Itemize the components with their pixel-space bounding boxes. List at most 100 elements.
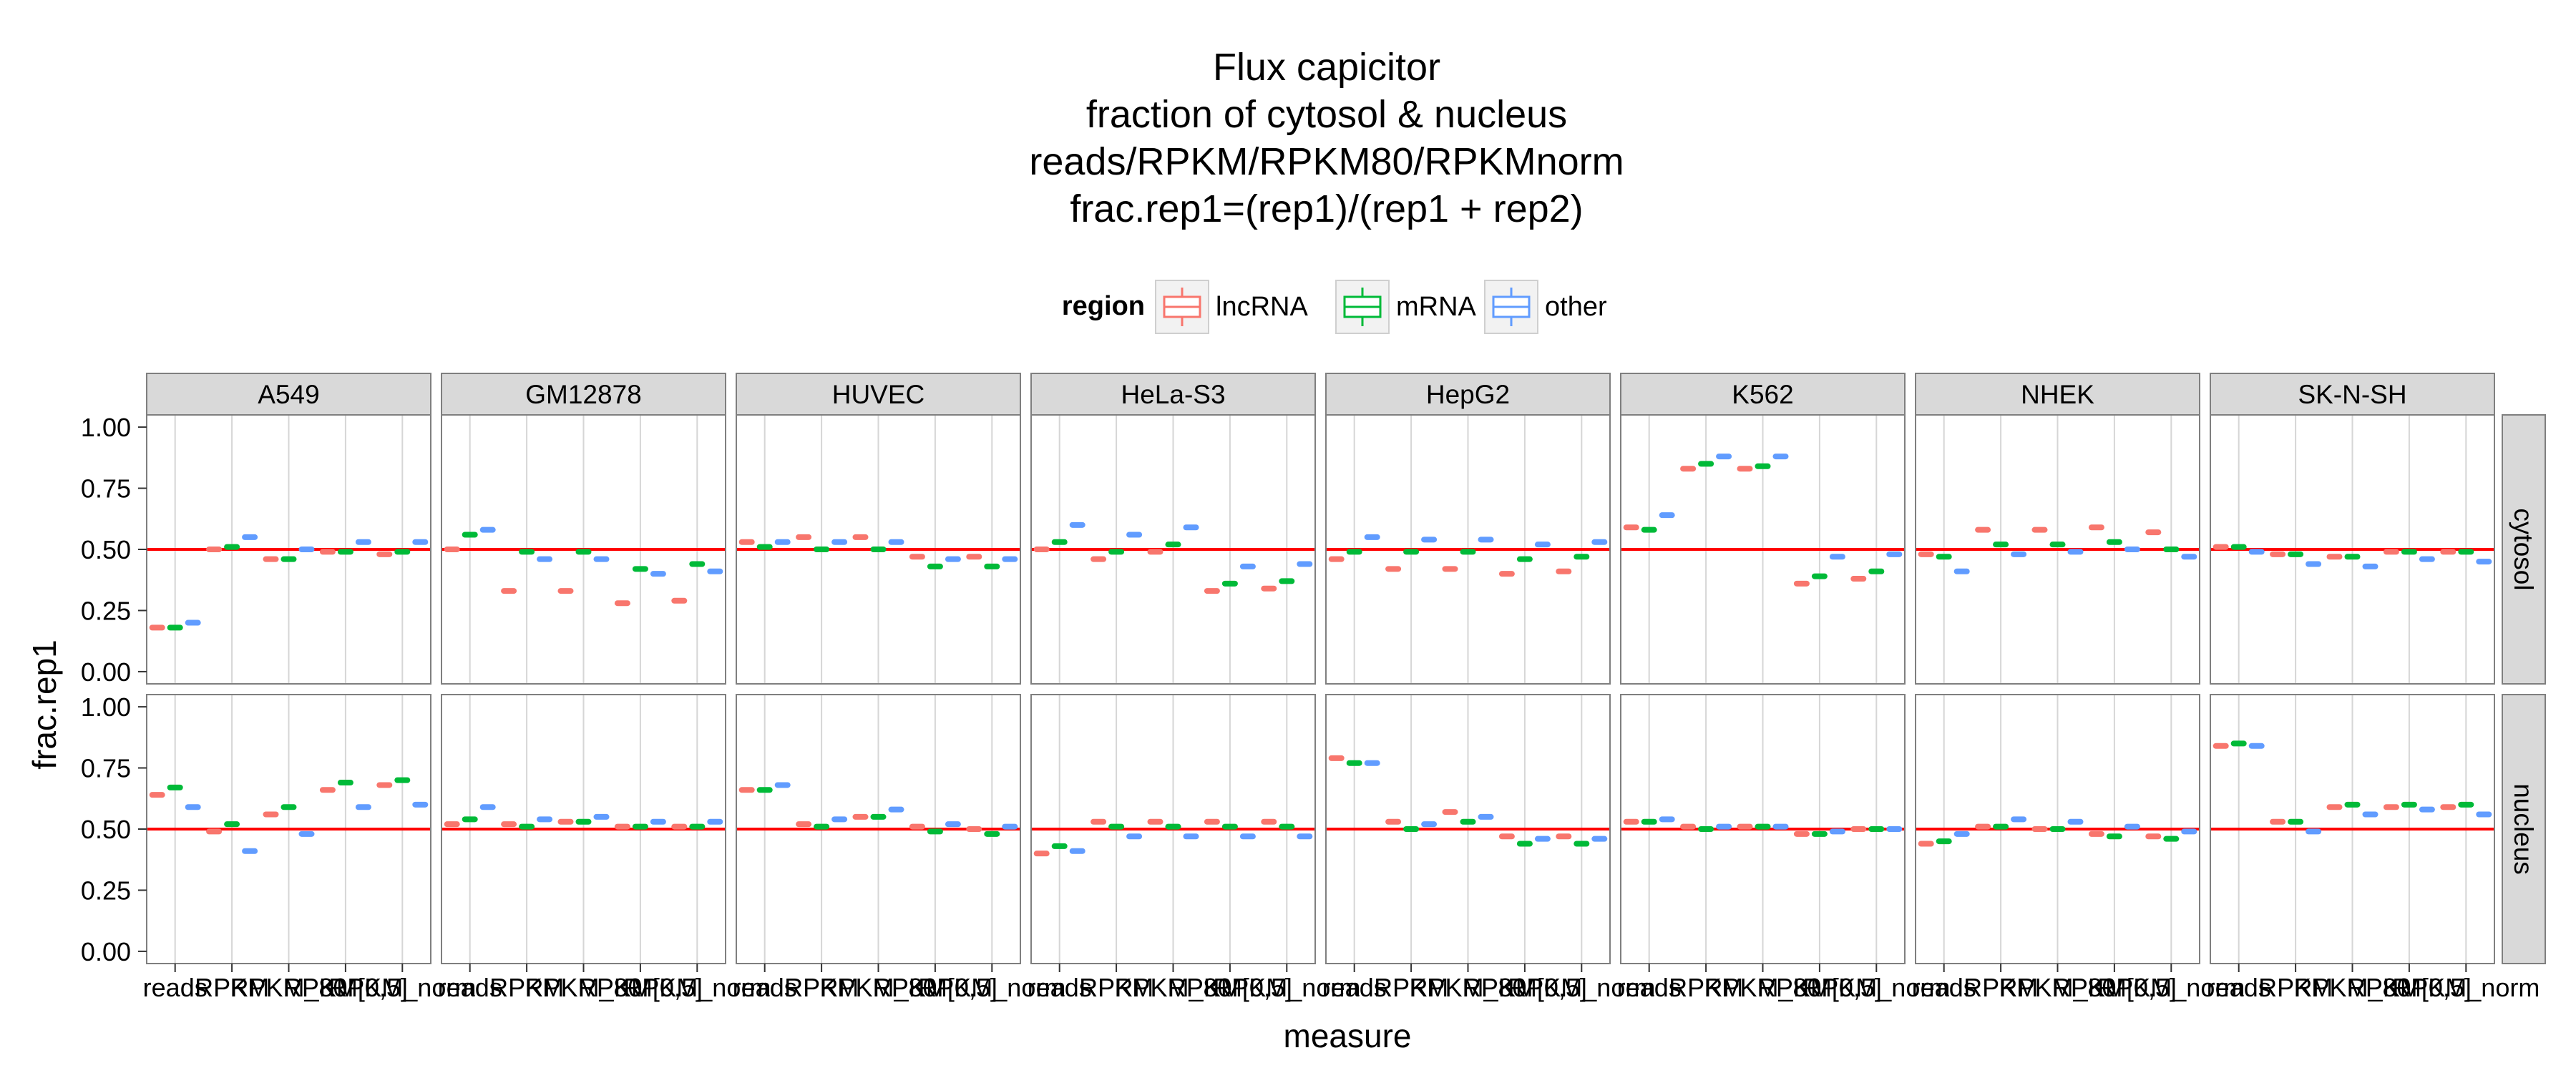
box-other-rpkm — [2011, 551, 2027, 557]
box-lncrna-rpkm-norm — [1850, 826, 1867, 832]
facet-strip-label: GM12878 — [525, 380, 642, 409]
box-mrna-rpkm-80 — [1165, 542, 1181, 548]
box-mrna-rpkm — [519, 823, 535, 830]
box-mrna-reads — [462, 531, 478, 538]
box-other-rpkm — [1716, 454, 1732, 460]
box-lncrna-rpkm-0-5- — [1204, 588, 1220, 594]
box-mrna-rpkm-norm — [2163, 547, 2180, 552]
box-mrna-reads — [1346, 549, 1362, 555]
box-other-rpkm-80 — [1772, 454, 1789, 460]
box-other-reads — [1069, 848, 1085, 854]
box-lncrna-rpkm-80 — [1147, 549, 1163, 555]
box-lncrna-reads — [1918, 551, 1934, 557]
box-other-rpkm-0-5- — [945, 556, 961, 562]
panel-border — [1915, 414, 2200, 685]
box-other-reads — [1953, 831, 1970, 837]
box-mrna-rpkm-norm — [984, 563, 1000, 569]
box-lncrna-rpkm-80 — [2326, 554, 2343, 560]
box-other-rpkm-0-5- — [355, 804, 371, 810]
box-lncrna-rpkm-0-5- — [1793, 831, 1810, 837]
box-other-rpkm — [1421, 821, 1438, 828]
box-other-rpkm-80 — [593, 556, 610, 562]
box-lncrna-rpkm-norm — [376, 782, 393, 788]
box-lncrna-rpkm-0-5- — [909, 823, 925, 830]
box-mrna-rpkm-0-5- — [1516, 841, 1533, 847]
box-mrna-rpkm-80 — [1755, 823, 1771, 830]
facet-strip-huvec: HUVEC — [736, 373, 1021, 416]
box-mrna-rpkm-80 — [1460, 549, 1476, 555]
box-other-rpkm-norm — [2476, 559, 2492, 565]
x-tick-label: RPKM_norm — [2097, 973, 2245, 1002]
box-lncrna-rpkm — [1091, 556, 1107, 562]
x-tick-label: RPKM_80 — [1409, 973, 1526, 1002]
box-mrna-rpkm-0-5- — [927, 563, 943, 569]
box-other-rpkm — [2306, 561, 2322, 567]
x-tick-label: RPKM_80 — [525, 973, 642, 1002]
y-tick-label: 0.25 — [81, 596, 131, 625]
panel-border — [2210, 414, 2495, 685]
x-tick-label: reads — [2207, 973, 2271, 1002]
box-mrna-rpkm-80 — [2049, 542, 2066, 548]
box-lncrna-rpkm-norm — [1556, 568, 1572, 574]
facet-strip-label: NHEK — [2021, 380, 2094, 409]
box-other-rpkm-0-5- — [2419, 806, 2435, 813]
facet-strip-label: HUVEC — [832, 380, 925, 409]
box-mrna-rpkm — [814, 547, 830, 552]
box-other-rpkm-0-5- — [1239, 833, 1256, 840]
box-lncrna-rpkm — [1385, 818, 1402, 825]
x-tick-label: reads — [1912, 973, 1976, 1002]
box-mrna-rpkm-norm — [2163, 836, 2180, 842]
box-mrna-rpkm-0-5- — [2401, 801, 2417, 808]
box-other-rpkm-norm — [1002, 556, 1018, 562]
box-other-rpkm-norm — [412, 539, 429, 545]
box-lncrna-rpkm-norm — [1850, 576, 1867, 582]
y-tick-label: 0.50 — [81, 815, 131, 844]
box-mrna-reads — [462, 816, 478, 823]
panel-border — [1325, 414, 1611, 685]
box-lncrna-rpkm-0-5- — [2383, 804, 2399, 810]
box-other-rpkm-norm — [2181, 828, 2197, 835]
box-other-rpkm-80 — [2362, 563, 2379, 569]
box-other-reads — [1069, 521, 1085, 528]
panel-cytosol-nhek — [1915, 414, 2200, 685]
box-lncrna-rpkm-norm — [1261, 585, 1277, 592]
box-mrna-rpkm-norm — [2458, 801, 2474, 808]
x-tick-label: RPKM — [1374, 973, 1448, 1002]
x-tick-label: reads — [438, 973, 502, 1002]
box-lncrna-rpkm-80 — [2031, 526, 2048, 533]
box-mrna-reads — [1051, 539, 1068, 545]
facet-strip-background — [2210, 373, 2495, 416]
box-lncrna-rpkm-0-5- — [909, 554, 925, 560]
box-other-rpkm-0-5- — [1534, 542, 1551, 548]
box-mrna-rpkm — [1403, 549, 1420, 555]
box-other-rpkm-norm — [412, 801, 429, 808]
y-tick-label: 0.75 — [81, 474, 131, 504]
box-lncrna-rpkm-norm — [2440, 549, 2457, 555]
box-lncrna-rpkm-80 — [557, 588, 574, 594]
box-lncrna-rpkm-0-5- — [614, 600, 630, 607]
box-mrna-rpkm-norm — [1574, 554, 1590, 560]
panel-cytosol-gm12878 — [441, 414, 726, 685]
y-tick-label: 0.75 — [81, 754, 131, 783]
box-mrna-rpkm-0-5- — [1221, 580, 1238, 587]
box-lncrna-reads — [444, 547, 460, 552]
box-mrna-rpkm-80 — [870, 547, 887, 552]
facet-strip-background — [1620, 373, 1906, 416]
x-tick-label: RPKM — [195, 973, 269, 1002]
box-other-rpkm-80 — [2067, 818, 2084, 825]
chart-title-line-2: fraction of cytosol & nucleus — [1086, 93, 1567, 136]
box-mrna-rpkm — [1698, 461, 1714, 467]
box-other-rpkm-0-5- — [355, 539, 371, 545]
box-mrna-rpkm-norm — [394, 549, 411, 555]
box-mrna-rpkm-80 — [2344, 554, 2361, 560]
box-lncrna-rpkm — [501, 821, 517, 828]
panel-nucleus-a549 — [146, 694, 431, 964]
box-mrna-reads — [1936, 554, 1952, 560]
box-other-rpkm — [1421, 536, 1438, 543]
panel-nucleus-gm12878 — [441, 694, 726, 964]
box-mrna-rpkm-norm — [1279, 823, 1295, 830]
panel-nucleus-k562 — [1620, 694, 1906, 964]
box-mrna-reads — [1346, 760, 1362, 766]
box-mrna-rpkm — [519, 549, 535, 555]
box-mrna-reads — [756, 544, 773, 550]
